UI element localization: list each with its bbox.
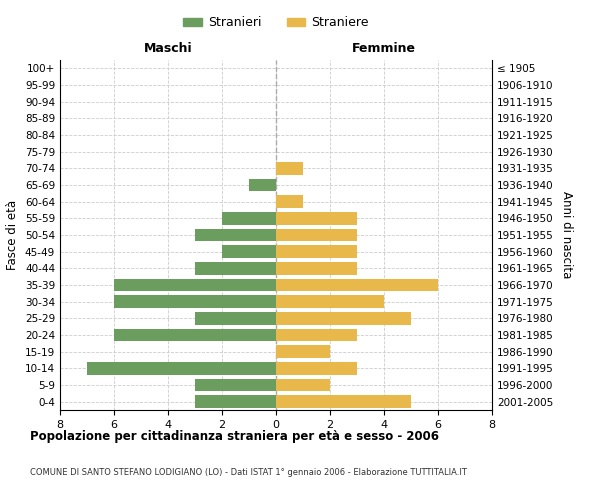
Text: Femmine: Femmine — [352, 42, 416, 55]
Bar — [276, 212, 357, 224]
Bar — [195, 229, 276, 241]
Text: Popolazione per cittadinanza straniera per età e sesso - 2006: Popolazione per cittadinanza straniera p… — [30, 430, 439, 443]
Bar — [276, 246, 357, 258]
Bar — [195, 396, 276, 408]
Bar — [276, 396, 411, 408]
Bar — [114, 279, 276, 291]
Bar — [195, 262, 276, 274]
Bar — [276, 379, 330, 391]
Bar — [276, 312, 411, 324]
Legend: Stranieri, Straniere: Stranieri, Straniere — [178, 11, 374, 34]
Bar — [114, 296, 276, 308]
Bar — [276, 196, 303, 208]
Y-axis label: Anni di nascita: Anni di nascita — [560, 192, 573, 278]
Bar — [249, 179, 276, 192]
Bar — [195, 312, 276, 324]
Bar — [276, 162, 303, 174]
Bar — [276, 229, 357, 241]
Bar — [222, 212, 276, 224]
Bar — [87, 362, 276, 374]
Text: Maschi: Maschi — [143, 42, 193, 55]
Bar — [276, 262, 357, 274]
Bar — [276, 279, 438, 291]
Bar — [114, 329, 276, 341]
Y-axis label: Fasce di età: Fasce di età — [7, 200, 19, 270]
Bar — [276, 362, 357, 374]
Bar — [276, 329, 357, 341]
Bar — [195, 379, 276, 391]
Bar — [276, 346, 330, 358]
Text: COMUNE DI SANTO STEFANO LODIGIANO (LO) - Dati ISTAT 1° gennaio 2006 - Elaborazio: COMUNE DI SANTO STEFANO LODIGIANO (LO) -… — [30, 468, 467, 477]
Bar — [276, 296, 384, 308]
Bar — [222, 246, 276, 258]
